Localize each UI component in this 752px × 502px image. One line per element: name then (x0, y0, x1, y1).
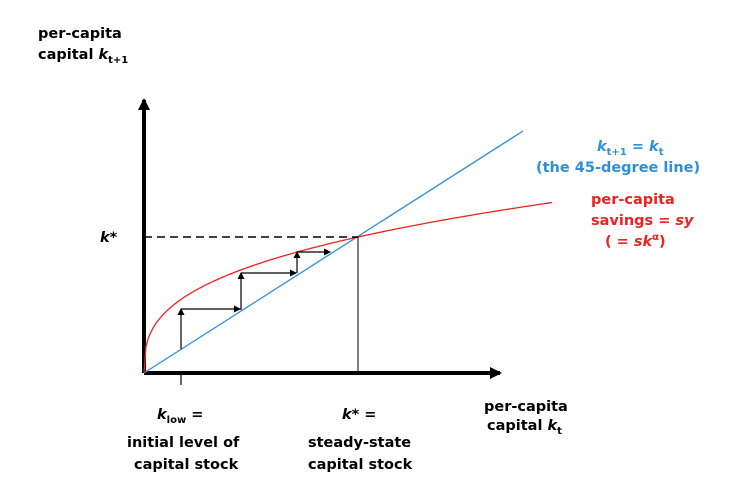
k-low-label-line3: capital stock (134, 457, 239, 473)
forty-five-degree-line (143, 130, 524, 374)
kstar-x-label-line2: steady-state (308, 435, 411, 451)
kstar-x-label-line3: capital stock (308, 457, 413, 473)
forty-five-label-line2: (the 45-degree line) (536, 160, 700, 176)
savings-label-line1: per-capita (591, 192, 675, 208)
k-low-label-line2: initial level of (127, 435, 240, 451)
y-axis-title-line2: capital kt+1 (38, 47, 128, 66)
savings-label-line2: savings = sy (591, 213, 694, 229)
kstar-x-label-line1: k* = (342, 407, 376, 423)
savings-label-line3: ( = skα) (605, 232, 666, 250)
kstar-y-label: k* (100, 230, 118, 246)
y-axis-title-line1: per-capita (38, 26, 122, 42)
savings-curve (143, 201, 553, 374)
k-low-label-line1: klow = (157, 407, 203, 426)
convergence-steps (177, 248, 331, 349)
forty-five-label-line1: kt+1 = kt (597, 139, 664, 158)
x-axis-title-line1: per-capita (484, 399, 568, 415)
x-axis-title-line2: capital kt (487, 418, 562, 437)
